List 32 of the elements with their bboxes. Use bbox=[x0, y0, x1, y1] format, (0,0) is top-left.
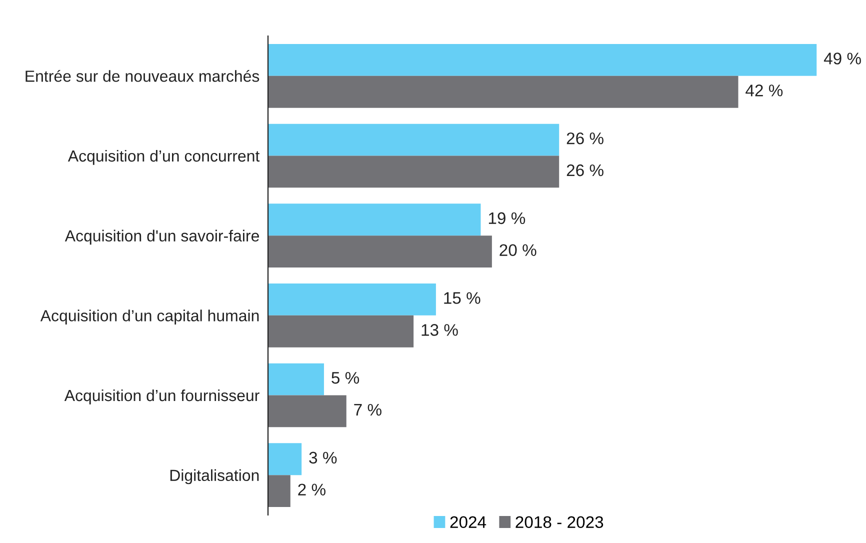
bar bbox=[268, 124, 560, 156]
data-label: 26 % bbox=[566, 164, 604, 176]
bar bbox=[268, 395, 346, 428]
data-label: 42 % bbox=[746, 84, 783, 96]
data-label: 3 % bbox=[309, 452, 337, 464]
bar bbox=[268, 475, 290, 508]
bar bbox=[268, 76, 738, 108]
bar bbox=[268, 363, 324, 396]
bar bbox=[268, 315, 414, 348]
y-tick-label: Acquisition d’un concurrent bbox=[68, 150, 260, 165]
bar bbox=[268, 204, 481, 236]
bar bbox=[268, 44, 817, 76]
data-label: 26 % bbox=[566, 132, 604, 144]
data-label: 49 % bbox=[824, 52, 861, 64]
data-label: 5 % bbox=[332, 372, 360, 384]
y-tick-label: Acquisition d’un capital humain bbox=[40, 310, 259, 325]
data-label: 19 % bbox=[488, 212, 526, 224]
legend-label: 2024 bbox=[450, 516, 486, 528]
data-label: 7 % bbox=[354, 404, 382, 416]
data-label: 20 % bbox=[500, 244, 536, 256]
y-tick-label: Acquisition d'un savoir-faire bbox=[64, 230, 259, 245]
data-label: 13 % bbox=[422, 324, 458, 336]
bar bbox=[268, 156, 560, 188]
y-tick-label: Acquisition d’un fournisseur bbox=[64, 389, 260, 404]
data-label: 2 % bbox=[298, 484, 326, 496]
bar bbox=[268, 283, 436, 316]
bar bbox=[268, 443, 302, 476]
y-tick-label: Digitalisation bbox=[170, 469, 259, 484]
y-tick-label: Entrée sur de nouveaux marchés bbox=[26, 70, 260, 82]
bar bbox=[268, 236, 492, 268]
data-label: 15 % bbox=[444, 292, 480, 304]
legend-label: 2018 - 2023 bbox=[516, 516, 604, 528]
